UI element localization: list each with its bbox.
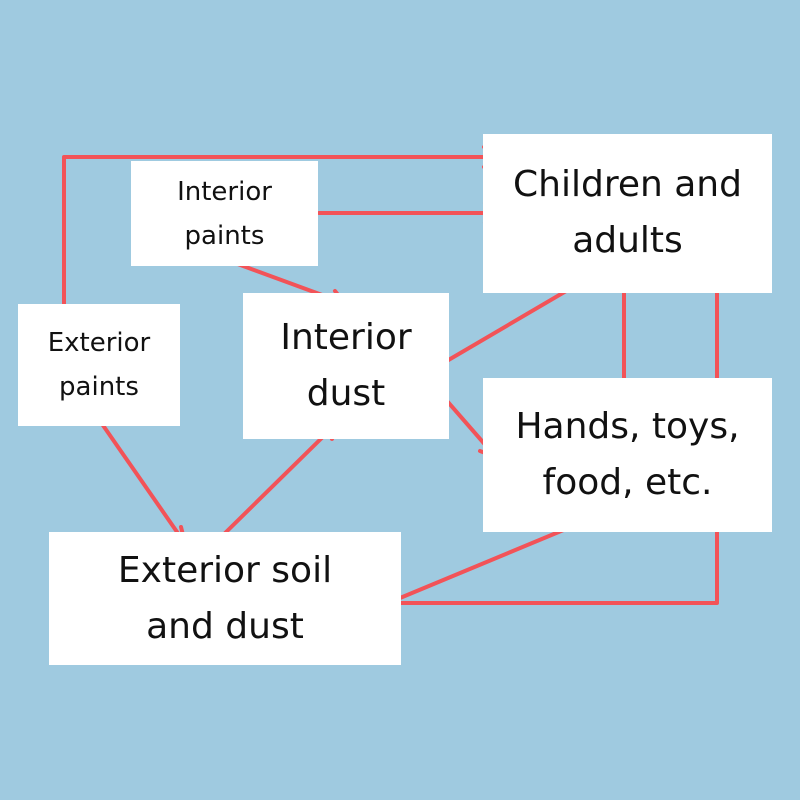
node-exterior-paints-line-2: paints xyxy=(59,372,139,402)
node-exterior-paints-line-1: Exterior xyxy=(47,328,151,358)
node-hands-toys-food: Hands, toys, food, etc. xyxy=(483,378,772,532)
node-exterior-soil-dust: Exterior soil and dust xyxy=(49,532,401,665)
node-children-adults-line-2: adults xyxy=(572,220,683,261)
node-children-adults-line-1: Children and xyxy=(513,164,742,205)
arrow-interior-paints-to-children-adults xyxy=(317,201,500,225)
arrow-exterior-paints-to-exterior-soil xyxy=(98,419,187,545)
node-interior-dust-line-2: dust xyxy=(306,373,386,414)
node-interior-paints-line-1: Interior xyxy=(177,176,272,207)
node-children-adults: Children and adults xyxy=(483,134,772,293)
node-interior-dust: Interior dust xyxy=(243,293,449,439)
node-hands-toys-food-line-1: Hands, toys, xyxy=(515,406,740,447)
node-hands-toys-food-line-2: food, etc. xyxy=(542,462,713,503)
node-exterior-paints: Exterior paints xyxy=(18,304,180,426)
node-interior-paints: Interior paints xyxy=(131,161,318,266)
node-interior-paints-line-2: paints xyxy=(184,220,265,251)
arrow-exterior-soil-to-interior-dust xyxy=(216,421,339,542)
node-interior-dust-line-1: Interior xyxy=(280,317,412,358)
node-exterior-soil-dust-line-1: Exterior soil xyxy=(117,549,333,591)
node-exterior-soil-dust-line-2: and dust xyxy=(146,605,304,647)
